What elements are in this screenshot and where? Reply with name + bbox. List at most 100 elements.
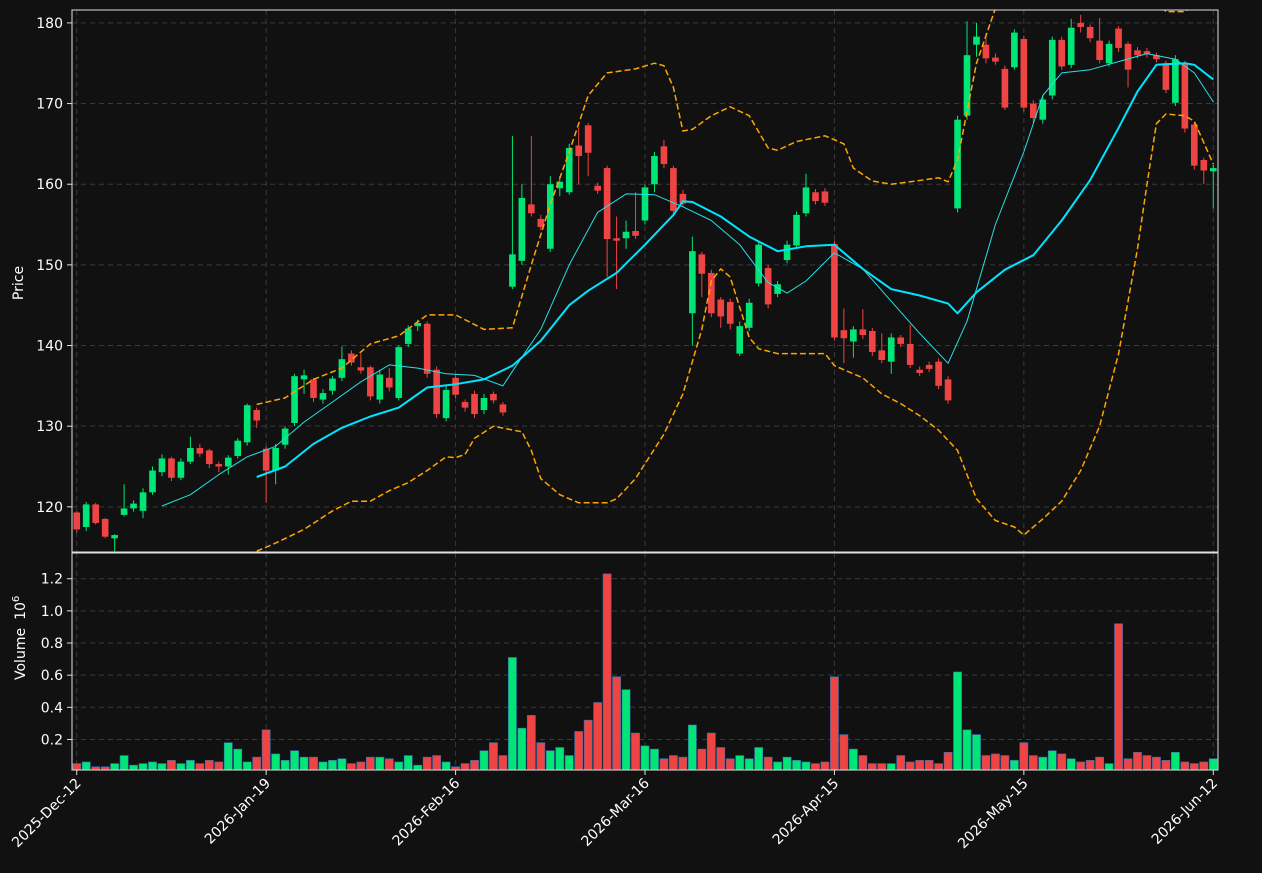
volume-bar: [640, 745, 650, 770]
candle-body: [878, 350, 886, 361]
volume-bar: [839, 734, 849, 770]
candle-body: [1105, 43, 1113, 64]
volume-bar: [489, 742, 498, 770]
y-tick-label: 0.2: [41, 732, 63, 748]
volume-bar: [602, 573, 612, 770]
volume-bar: [1189, 763, 1199, 770]
candle-body: [300, 375, 308, 380]
indicator-line: [256, 113, 1214, 552]
volume-bar: [725, 758, 735, 770]
volume-scale-base: 10: [13, 602, 29, 620]
volume-bar: [280, 760, 290, 770]
candle-body: [490, 393, 497, 401]
candles: [73, 14, 1217, 552]
volume-bar: [1152, 756, 1161, 770]
y-tick-label: 0.4: [41, 700, 63, 716]
candle-body: [944, 379, 952, 401]
candle-body: [1029, 103, 1037, 119]
y-tick-label: 160: [36, 177, 63, 193]
volume-bar: [830, 676, 839, 770]
volume-bar: [536, 742, 546, 770]
volume-bar: [271, 753, 281, 770]
candle-body: [433, 369, 440, 415]
volume-bar: [242, 761, 252, 770]
candle-body: [689, 251, 696, 314]
candle-body: [632, 230, 639, 236]
candle-body: [916, 369, 923, 373]
candle-body: [906, 343, 914, 365]
volume-bar: [659, 758, 669, 770]
volume-bar: [962, 729, 972, 770]
volume-bar: [384, 758, 394, 770]
candle-body: [565, 147, 573, 193]
volume-bar: [375, 756, 385, 770]
y-tick-label: 180: [36, 16, 63, 32]
volume-bar: [811, 763, 820, 770]
volume-bar: [782, 756, 792, 770]
volume-bar: [129, 764, 138, 770]
indicator-line: [161, 53, 1214, 507]
volume-bar: [1038, 756, 1048, 770]
candle-body: [272, 447, 279, 471]
volume-bar: [1019, 742, 1029, 770]
volume-bar: [441, 761, 451, 770]
volume-bar: [1057, 753, 1067, 770]
candle-body: [168, 458, 175, 478]
candle-body: [1124, 43, 1132, 70]
price-frame: [71, 9, 1219, 553]
candle-body: [120, 508, 128, 515]
candle-body: [982, 44, 990, 59]
y-tick-label: 140: [36, 339, 63, 355]
y-tick-label: 170: [36, 97, 63, 113]
volume-bar: [81, 761, 91, 770]
volume-bar: [905, 761, 915, 770]
volume-bar: [1208, 758, 1218, 770]
volume-bar: [1180, 761, 1190, 770]
volume-bar: [593, 702, 603, 770]
candle-body: [783, 244, 791, 261]
volume-bar: [744, 758, 754, 770]
candle-body: [963, 55, 971, 116]
candle-body: [793, 214, 800, 246]
candle-body: [821, 191, 829, 203]
candle-body: [859, 329, 867, 336]
y-tick-label: 0.6: [41, 668, 63, 684]
candle-body: [442, 389, 450, 419]
candle-body: [707, 272, 715, 314]
candle-body: [262, 448, 270, 471]
volume-bar: [356, 761, 366, 770]
volume-bar: [138, 763, 148, 770]
volume-bar: [564, 755, 574, 770]
candle-body: [1020, 39, 1028, 108]
candle-body: [1096, 40, 1103, 61]
candle-body: [414, 322, 422, 327]
candle-body: [745, 302, 753, 328]
candle-body: [1067, 27, 1075, 65]
candle-body: [660, 146, 668, 165]
volume-ylabel: Volume 106: [11, 596, 29, 680]
candle-body: [812, 192, 819, 202]
candle-body: [1181, 63, 1189, 129]
candle-body: [376, 374, 384, 400]
candle-body: [92, 504, 99, 523]
candle-body: [1209, 168, 1217, 172]
volume-bar: [186, 760, 195, 770]
candle-body: [868, 331, 876, 352]
volume-bar: [233, 748, 243, 770]
volume-bar: [678, 756, 688, 770]
volume-bar: [167, 760, 176, 770]
candle-body: [310, 379, 317, 398]
candle-body: [613, 238, 620, 241]
candle-body: [224, 457, 232, 467]
volume-bar: [195, 763, 205, 770]
candle-body: [395, 347, 403, 398]
candle-body: [243, 405, 251, 443]
candle-body: [196, 447, 204, 454]
indicator-line: [256, 10, 1189, 406]
candle-body: [206, 450, 213, 465]
candle-body: [726, 301, 734, 324]
volume-bar: [1171, 752, 1180, 770]
candle-body: [1162, 63, 1170, 90]
